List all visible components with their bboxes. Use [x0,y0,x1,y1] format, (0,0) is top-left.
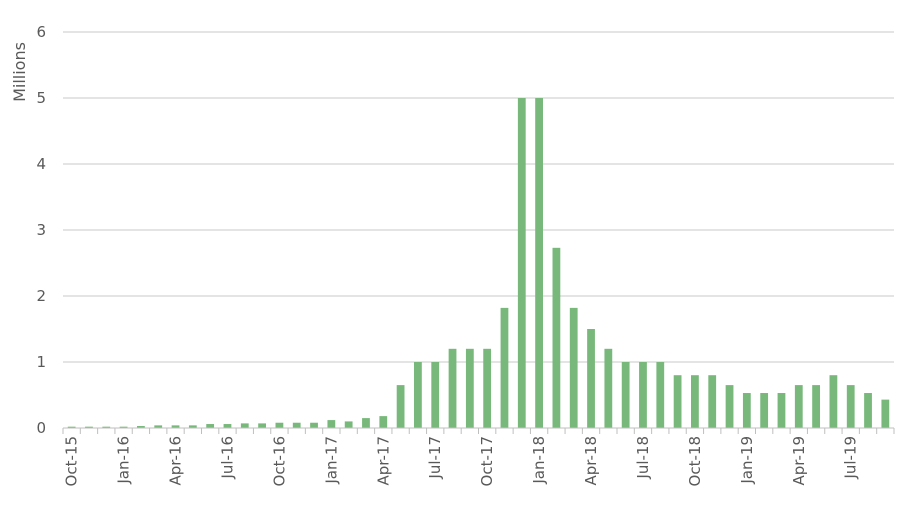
y-tick-label: 5 [36,89,46,107]
y-tick-label: 0 [36,419,46,437]
bar-Mar-17 [362,418,370,428]
bar-Jul-18 [639,362,647,428]
x-tick-label: Jul-18 [634,436,652,480]
bar-Feb-16 [137,426,145,428]
bar-Sep-18 [673,375,682,428]
bars [67,98,890,428]
bar-Jul-19 [846,385,855,428]
x-tick-label: Jul-16 [218,436,236,480]
x-tick-label: Jan-18 [530,436,548,485]
bar-Mar-19 [777,393,786,428]
x-tick-label: Jan-19 [738,436,756,485]
bar-Jan-18 [535,98,543,428]
bar-Oct-18 [691,375,699,428]
bar-May-17 [396,385,405,428]
bar-Apr-16 [171,425,180,428]
x-tick-label: Oct-17 [478,436,496,486]
bar-Jul-17 [431,362,440,428]
x-tick-label: Apr-18 [582,436,600,486]
gridlines [63,31,894,363]
bar-Dec-15 [102,426,111,428]
bar-Apr-17 [379,416,388,428]
y-tick-label: 1 [36,353,46,371]
bar-Feb-17 [344,421,353,428]
bar-Sep-19 [881,399,890,428]
y-tick-label: 6 [36,23,46,41]
bar-Mar-16 [154,425,163,428]
bar-Jul-16 [223,424,232,428]
bar-Dec-17 [517,98,526,428]
x-tick-label: Apr-17 [374,436,392,486]
bar-Dec-18 [725,385,734,428]
tick-labels: 0 1 2 3 4 5 6 Oct-15 Jan-16 Apr-16 Jul-16 Oct-16 Jan… [36,23,859,486]
bar-Jun-18 [621,362,630,428]
bar-Jun-16 [206,424,215,428]
bar-Feb-18 [552,247,561,428]
bar-Jan-19 [742,393,751,428]
x-tick-label: Apr-16 [167,436,185,486]
bar-Jan-17 [327,420,336,428]
bar-Oct-17 [483,348,492,428]
bar-Apr-19 [794,385,803,428]
bar-Jun-17 [414,362,422,428]
y-tick-label: 4 [36,155,46,173]
bar-Aug-19 [864,393,872,428]
bar-May-19 [812,385,820,428]
x-tick-label: Jul-17 [426,436,444,480]
bar-Oct-15 [67,426,76,428]
bar-Aug-16 [240,423,249,428]
y-axis-label: Millions [10,42,29,102]
x-tick-label: Jul-19 [842,436,860,480]
x-tick-label: Oct-15 [63,436,81,486]
x-tick-label: Jan-17 [322,436,340,485]
bar-Sep-16 [258,423,266,428]
bar-Apr-18 [587,329,595,428]
bar-Nov-18 [708,375,717,428]
x-tick-label: Jan-16 [115,436,133,485]
bar-Jan-16 [119,426,128,428]
x-tick-label: Oct-18 [686,436,704,486]
bar-Mar-18 [569,307,578,428]
bar-Feb-19 [760,393,769,428]
axes [62,427,895,434]
x-tick-label: Oct-16 [270,436,288,486]
bar-Nov-17 [500,307,509,428]
bar-Nov-16 [292,422,301,428]
bar-Oct-16 [275,422,284,428]
bar-Aug-18 [656,362,665,428]
bar-May-18 [604,348,613,428]
y-tick-label: 3 [36,221,46,239]
bar-Dec-16 [310,422,318,428]
bar-Aug-17 [448,348,457,428]
bar-Nov-15 [85,426,93,428]
bar-May-16 [188,425,197,428]
bar-Sep-17 [465,348,474,428]
bar-Jun-19 [829,375,838,428]
x-tick-label: Apr-19 [790,436,808,486]
y-tick-label: 2 [36,287,46,305]
